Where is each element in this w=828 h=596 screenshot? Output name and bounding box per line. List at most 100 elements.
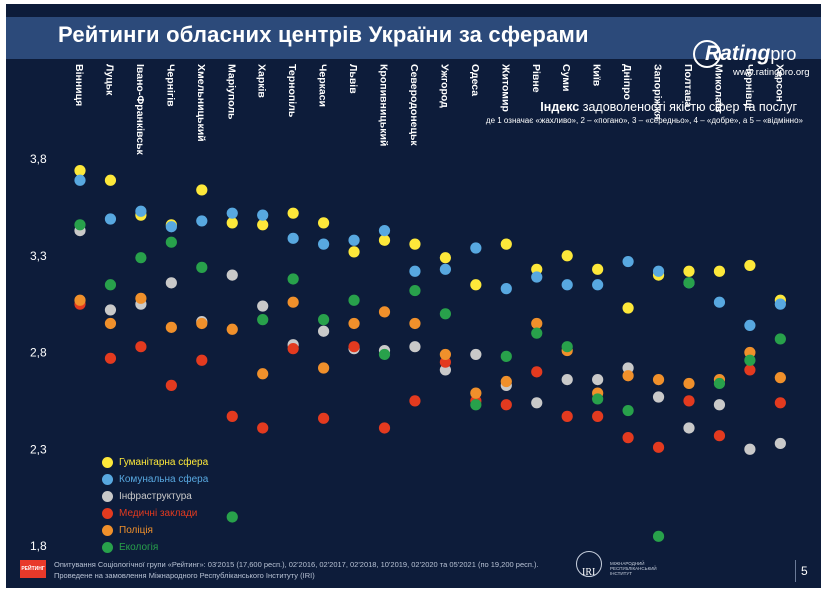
data-point [104,213,117,225]
data-point [318,314,330,326]
data-point [409,395,421,407]
title-bar: Рейтинги обласних центрів України за сфе… [6,17,821,59]
legend-item: Екологія [102,539,208,556]
reytynh-logo: РЕЙТИНГ [20,560,46,578]
city-label: Херсон [773,64,785,102]
data-point [287,343,299,355]
data-point [470,279,482,291]
legend-item: Поліція [102,522,208,539]
footer-source: Опитування Соціологічної групи «Рейтинг»… [54,560,539,580]
city-label: Миколаїв [712,64,724,113]
data-point [287,207,299,219]
data-point [257,209,269,221]
data-point [744,346,756,359]
y-tick-label: 2,3 [30,442,47,456]
data-point [226,269,238,281]
chart-subtitle: де 1 означає «жахливо», 2 – «погано», 3 … [485,116,803,125]
data-point [257,219,269,231]
data-point [500,375,512,388]
data-point [196,354,208,366]
data-point [622,255,634,268]
legend-dot-icon [102,525,113,536]
data-point [713,377,726,390]
data-point [74,294,86,306]
data-point [683,395,695,407]
data-point [104,174,117,186]
chart-title: Індекс задоволеності якістю сфер та посл… [540,100,797,114]
data-point [683,265,695,277]
data-point [439,364,451,376]
legend-dot-icon [102,542,113,553]
data-point [500,399,512,411]
data-point [226,323,238,335]
data-point [409,265,421,277]
city-label: Луцьк [103,64,115,96]
data-point [774,437,786,450]
data-point [531,366,543,378]
data-point [287,273,299,285]
data-point [348,317,360,330]
legend-item: Гуманітарна сфера [102,454,208,471]
data-point [257,368,269,380]
data-point [531,317,543,330]
legend-label: Комунальна сфера [119,474,209,485]
data-point [713,430,726,442]
legend-dot-icon [102,491,113,502]
data-point [622,432,634,444]
data-point [744,354,756,366]
data-point [500,283,512,295]
city-label: Ужгород [438,64,450,108]
data-point [439,356,451,368]
data-point [378,348,391,361]
city-label: Івано-Франківськ [134,64,146,156]
data-point [348,246,360,258]
data-point [561,373,573,386]
city-label: Львів [347,64,359,94]
data-point [470,387,482,399]
data-point [744,443,756,455]
data-point [622,302,634,314]
y-tick-label: 2,8 [30,346,47,360]
legend-item: Інфраструктура [102,488,208,505]
data-point [592,373,604,386]
data-point [622,362,634,374]
data-point [378,234,391,246]
data-point [561,279,573,291]
data-point [652,530,665,542]
data-point [500,238,512,250]
data-point [257,422,269,434]
data-point [531,263,543,275]
data-point [470,348,482,361]
data-point [470,242,482,254]
data-point [652,373,665,386]
data-point [226,511,238,523]
data-point [104,352,117,364]
data-point [561,410,573,422]
city-label: Чернівці [743,64,755,109]
data-point [318,325,330,337]
legend-label: Екологія [119,542,159,553]
data-point [683,377,695,390]
city-label: Рівне [530,64,542,93]
city-label: Київ [591,64,603,87]
data-point [713,265,726,277]
data-point [652,265,665,277]
data-point [774,298,786,310]
data-point [409,341,421,353]
data-point [592,410,604,422]
city-label: Дніпро [621,64,633,100]
data-point [104,304,117,316]
data-point [378,422,391,434]
data-point [165,379,177,391]
legend-label: Поліція [119,525,153,536]
logo-text: Ratingpro [705,42,797,65]
city-label: Черкаси [317,64,329,107]
data-point [287,232,299,244]
logo-url: www.ratingpro.org [733,67,810,78]
legend-dot-icon [102,508,113,519]
city-label: Одеса [469,64,481,96]
iri-logo: IRI МІЖНАРОДНИЙ РЕСПУБЛІКАНСЬКИЙ ІНСТИТУ… [568,551,657,583]
data-point [287,296,299,308]
data-point [531,271,543,283]
city-label: Чернігів [164,64,176,107]
